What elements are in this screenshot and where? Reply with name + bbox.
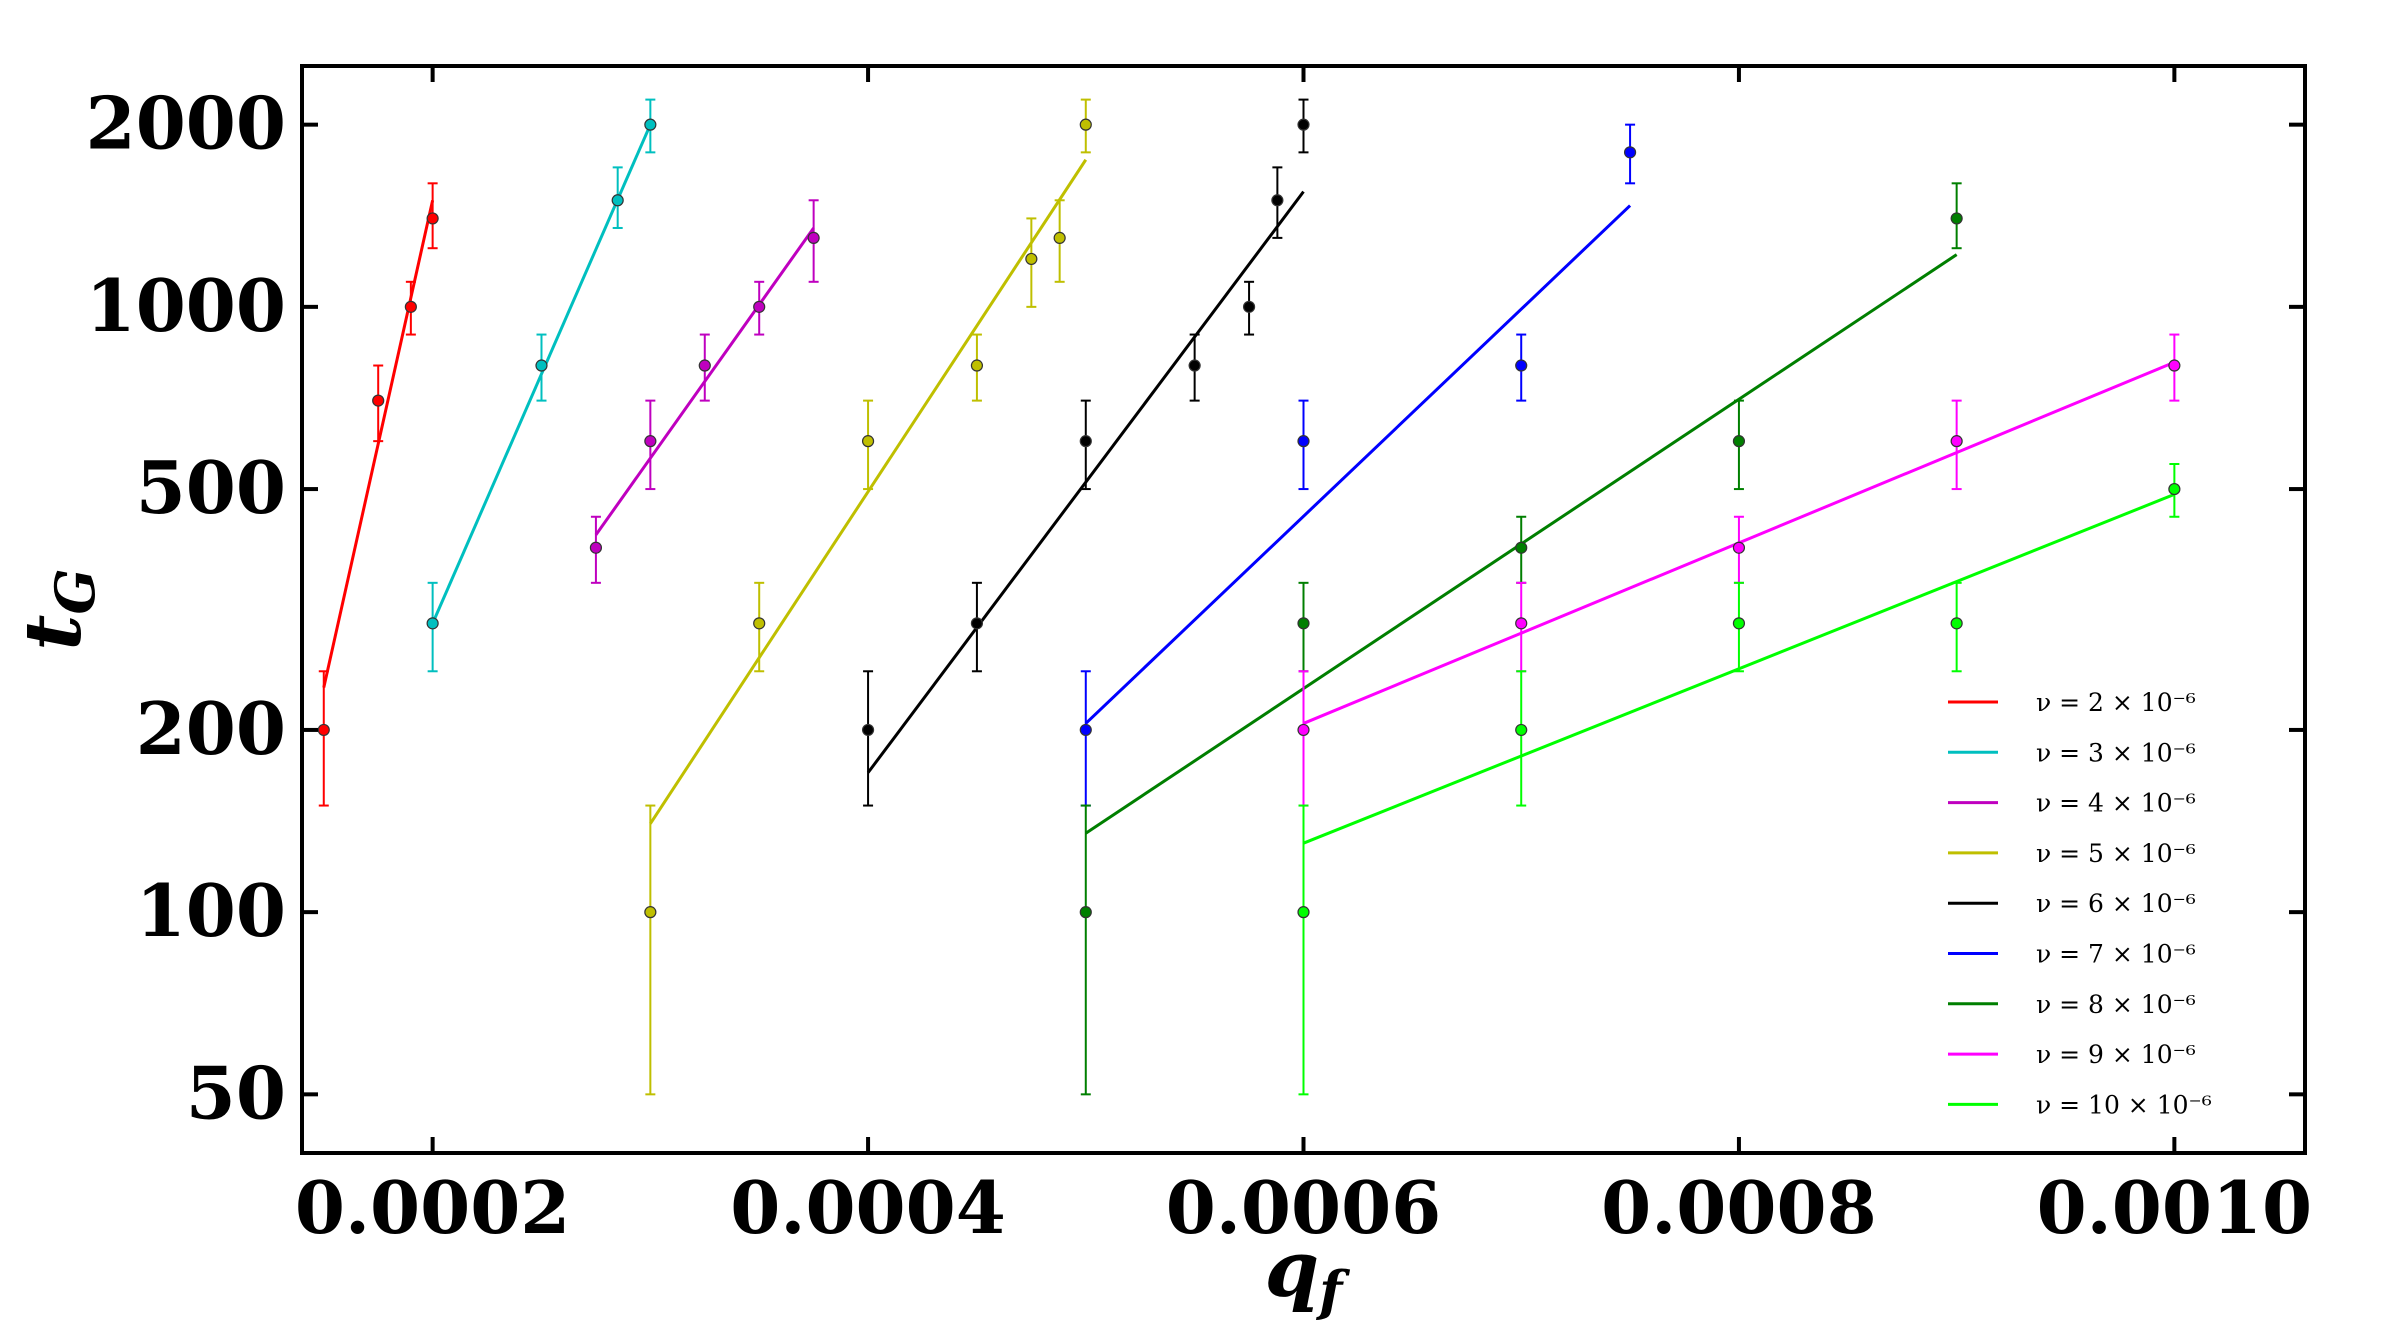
data-point [861,723,875,737]
legend-entry: ν = 6 × 10⁻⁶ [2036,889,2196,918]
data-point [753,300,766,313]
data-point [1623,146,1637,159]
data-point [1950,212,1963,225]
data-point [970,617,984,630]
y-tick-label: 100 [136,868,286,953]
data-point [1242,300,1256,313]
series-9 [1297,463,2181,1096]
data-point [372,394,385,407]
y-axis-label: tG [8,568,107,650]
data-point [426,212,439,225]
y-tick-label: 200 [136,686,286,771]
data-point [1515,359,1528,372]
fit-line [649,158,1088,825]
x-tick-label: 0.0002 [295,1165,571,1250]
data-point [644,118,657,131]
series-6 [1079,123,1637,807]
data-point [1732,435,1746,448]
data-point [426,617,439,630]
data-point [1079,906,1092,919]
data-point [1297,435,1310,448]
legend-entry: ν = 7 × 10⁻⁶ [2036,940,2196,969]
data-point [807,231,820,244]
data-point [1188,359,1201,372]
data-point [644,435,657,448]
legend: ν = 2 × 10⁻⁶ ν = 3 × 10⁻⁶ ν = 4 × 10⁻⁶ ν = … [1948,688,2212,1119]
series-5 [861,98,1310,807]
data-point [1025,252,1038,266]
legend-entry: ν = 4 × 10⁻⁶ [2036,789,2196,818]
data-point [1079,118,1092,131]
axis-ticks: 0.0002 0.0004 0.0006 0.0008 0.0010 50 100 200 50… [86,66,2313,1250]
data-point [1053,231,1066,244]
data-point [404,300,417,313]
data-point [753,617,766,630]
series-7 [1079,182,1963,1096]
data-point [698,359,711,372]
data-point [611,194,624,207]
data-point [1297,723,1310,737]
data-point [1950,435,1963,448]
series-2 [426,98,657,673]
series-3 [589,199,820,584]
series-1 [317,182,439,807]
data-point [1271,194,1284,207]
legend-entry: ν = 3 × 10⁻⁶ [2036,738,2196,767]
data-point [1515,617,1528,630]
data-point [1515,541,1528,554]
x-tick-label: 0.0010 [2037,1165,2313,1250]
data-point [1297,906,1310,919]
series-8 [1297,333,2181,807]
data-point [2168,359,2181,372]
series-4 [644,98,1092,1096]
data-point [2168,482,2181,496]
plot-area [317,98,2181,1096]
x-tick-label: 0.0006 [1166,1165,1442,1250]
data-point [1950,617,1963,630]
legend-entry: ν = 5 × 10⁻⁶ [2036,839,2196,868]
data-point [317,723,330,737]
data-point [589,541,603,554]
data-point [1079,435,1092,448]
data-point [861,435,875,448]
legend-entry: ν = 9 × 10⁻⁶ [2036,1040,2196,1069]
data-point [1515,723,1528,737]
data-point [1732,541,1746,554]
data-point [1297,118,1310,131]
data-point [1732,617,1746,630]
y-tick-label: 500 [136,445,286,530]
legend-entry: ν = 8 × 10⁻⁶ [2036,990,2196,1019]
legend-entry: ν = 10 × 10⁻⁶ [2036,1090,2212,1119]
fit-line [1084,204,1632,725]
data-point [644,906,657,919]
legend-entry: ν = 2 × 10⁻⁶ [2036,688,2196,717]
data-point [1079,723,1092,737]
x-tick-label: 0.0008 [1601,1165,1877,1250]
y-tick-label: 2000 [86,81,286,166]
x-tick-label: 0.0004 [730,1165,1006,1250]
data-point [970,359,984,372]
y-tick-label: 50 [186,1050,286,1135]
y-tick-label: 1000 [86,263,286,348]
data-point [1297,617,1310,630]
data-point [535,359,548,372]
